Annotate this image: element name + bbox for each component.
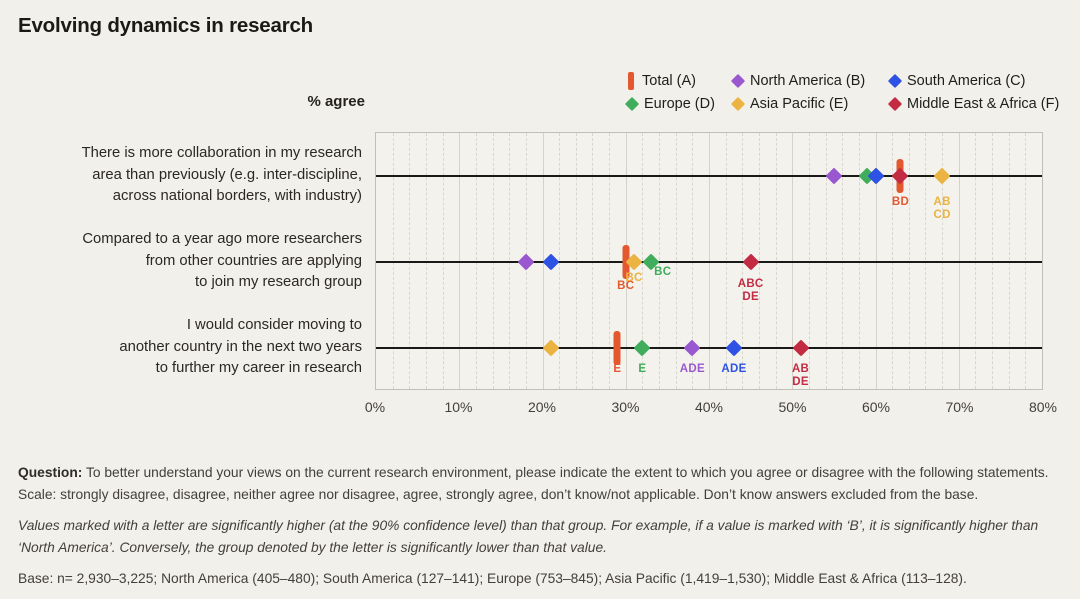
legend-item-e: Asia Pacific (E): [730, 95, 888, 112]
statements: There is more collaboration in my resear…: [14, 132, 362, 390]
question-label: Question:: [18, 465, 83, 480]
significance-label: BD: [891, 196, 910, 208]
x-tick-label: 60%: [861, 399, 891, 415]
x-tick-label: 30%: [611, 399, 640, 415]
data-point-e-diamond: [933, 167, 951, 185]
legend-item-label: Asia Pacific (E): [750, 95, 849, 112]
legend-item-a: Total (A): [625, 71, 731, 90]
diamond-icon: [887, 73, 903, 88]
legend-item-f: Middle East & Africa (F): [887, 95, 1060, 112]
statement-row: There is more collaboration in my resear…: [81, 144, 362, 204]
diamond-icon: [730, 73, 746, 88]
question-text: To better understand your views on the c…: [18, 465, 1049, 502]
x-axis: 0% 10% 20% 30% 40% 50% 60% 70% 80%: [365, 399, 1057, 419]
row-line: [376, 347, 1042, 349]
total-bar-marker: [613, 331, 621, 365]
statement-row: I would consider moving to another countr…: [119, 316, 362, 376]
significance-label: ADE: [721, 363, 747, 375]
diamond-icon: [624, 96, 640, 111]
x-tick-label: 80%: [1028, 399, 1058, 415]
x-tick-label: 70%: [945, 399, 974, 415]
significance-label: BC: [617, 280, 635, 292]
question-paragraph: Question: To better understand your view…: [18, 462, 1065, 505]
percent-agree-label: % agree: [307, 93, 365, 110]
base-note: Base: n= 2,930–3,225; North America (405…: [18, 571, 967, 586]
x-tick-label: 10%: [444, 399, 473, 415]
significance-label: BC: [654, 266, 672, 278]
legend-item-b: North America (B): [730, 72, 888, 89]
legend: Total (A) North America (B) South America …: [624, 69, 1060, 115]
legend-item-label: Middle East & Africa (F): [907, 95, 1060, 112]
significance-note: Values marked with a letter are signific…: [18, 518, 1039, 555]
data-point-b-diamond: [825, 167, 843, 185]
data-point-d-diamond: [633, 339, 651, 357]
significance-label: ABC DE: [737, 278, 764, 303]
data-point-c-diamond: [725, 339, 743, 357]
legend-item-label: Europe (D): [644, 95, 715, 112]
data-point-e-diamond: [542, 339, 560, 357]
data-point-f-diamond: [742, 253, 760, 271]
total-bar-icon: [628, 71, 634, 90]
x-tick-label: 20%: [527, 399, 557, 415]
legend-item-label: North America (B): [750, 72, 866, 89]
legend-item-label: South America (C): [907, 72, 1026, 89]
significance-label: BC: [625, 272, 643, 284]
data-point-b-diamond: [517, 253, 535, 271]
data-point-f-diamond: [792, 339, 810, 357]
significance-label: AB DE: [791, 363, 810, 388]
data-point-f-diamond: [891, 167, 909, 185]
x-tick-label: 40%: [694, 399, 724, 415]
x-tick-label: 50%: [778, 399, 807, 415]
data-point-b-diamond: [683, 339, 701, 357]
data-point-c-diamond: [542, 253, 560, 271]
page-title: Evolving dynamics in research: [18, 14, 313, 37]
significance-label: E: [613, 363, 622, 375]
diamond-icon: [887, 96, 903, 111]
significance-label: E: [638, 363, 647, 375]
diamond-icon: [730, 96, 746, 111]
plot-area: BD AB CD BC BC BC ABC DE E E ADE ADE AB DE: [375, 132, 1043, 390]
legend-item-c: South America (C): [887, 72, 1059, 89]
row-line: [376, 261, 1042, 263]
footer: Question: To better understand your view…: [18, 462, 1065, 590]
x-tick-label: 0%: [364, 399, 386, 415]
significance-label: ADE: [679, 363, 705, 375]
significance-label: AB CD: [933, 196, 951, 221]
row-line: [376, 175, 1042, 177]
legend-item-label: Total (A): [642, 72, 696, 89]
statement-row: Compared to a year ago more researchers f…: [82, 230, 362, 290]
legend-item-d: Europe (D): [624, 95, 731, 112]
